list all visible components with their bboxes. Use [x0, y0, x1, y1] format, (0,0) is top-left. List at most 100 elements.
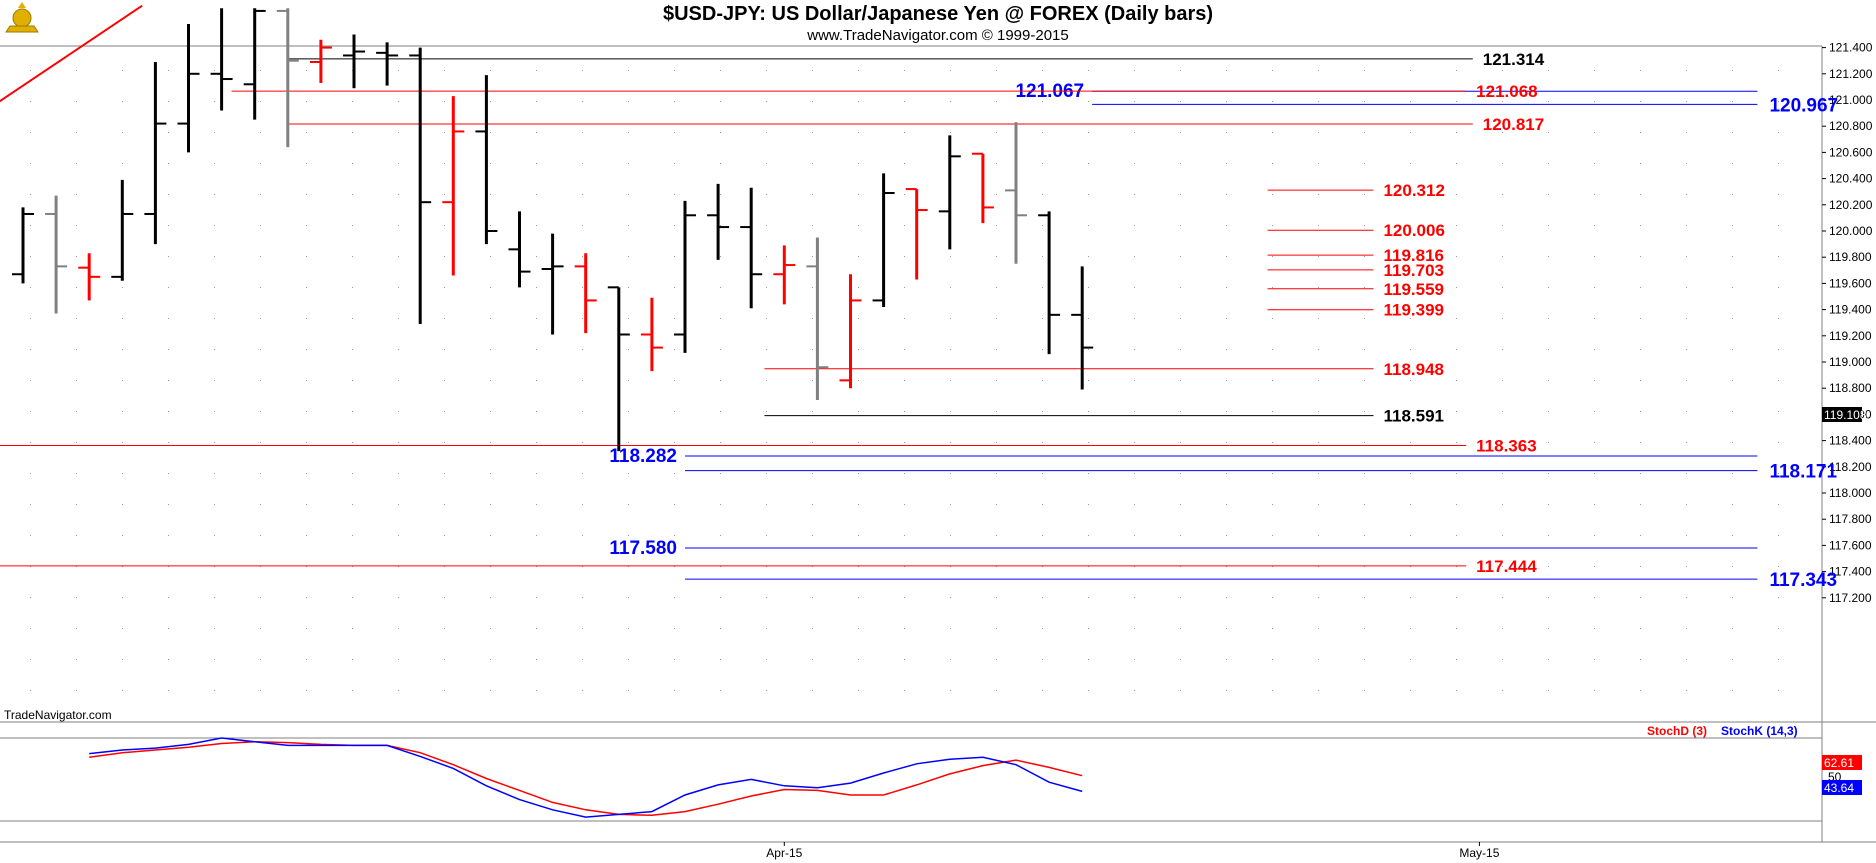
grid-dot: [628, 194, 629, 195]
grid-dot: [766, 535, 767, 536]
grid-dot: [444, 504, 445, 505]
grid-dot: [1364, 163, 1365, 164]
grid-dot: [1594, 70, 1595, 71]
grid-dot: [1778, 442, 1779, 443]
grid-dot: [1548, 504, 1549, 505]
grid-dot: [1364, 132, 1365, 133]
grid-dot: [30, 597, 31, 598]
grid-dot: [1180, 566, 1181, 567]
grid-dot: [1778, 566, 1779, 567]
grid-dot: [996, 256, 997, 257]
grid-dot: [1134, 597, 1135, 598]
grid-dot: [168, 318, 169, 319]
grid-dot: [1502, 473, 1503, 474]
grid-dot: [1410, 101, 1411, 102]
grid-dot: [1364, 442, 1365, 443]
grid-dot: [76, 597, 77, 598]
grid-dot: [352, 659, 353, 660]
grid-dot: [674, 163, 675, 164]
grid-dot: [214, 132, 215, 133]
level-label: 118.363: [1476, 436, 1537, 455]
grid-dot: [122, 287, 123, 288]
grid-dot: [536, 163, 537, 164]
grid-dot: [1410, 628, 1411, 629]
grid-dot: [398, 194, 399, 195]
grid-dot: [30, 535, 31, 536]
grid-dot: [306, 380, 307, 381]
grid-dot: [398, 473, 399, 474]
grid-dot: [352, 225, 353, 226]
grid-dot: [444, 535, 445, 536]
grid-dot: [306, 70, 307, 71]
grid-dot: [1226, 566, 1227, 567]
grid-dot: [352, 473, 353, 474]
grid-dot: [1640, 473, 1641, 474]
grid-dot: [628, 349, 629, 350]
grid-dot: [766, 349, 767, 350]
grid-dot: [628, 659, 629, 660]
y-tick-label: 120.600: [1829, 145, 1873, 159]
grid-dot: [950, 504, 951, 505]
grid-dot: [352, 163, 353, 164]
grid-dot: [628, 535, 629, 536]
grid-dot: [674, 349, 675, 350]
grid-dot: [444, 194, 445, 195]
grid-dot: [1778, 132, 1779, 133]
grid-dot: [1640, 349, 1641, 350]
grid-dot: [1778, 225, 1779, 226]
grid-dot: [1732, 101, 1733, 102]
grid-dot: [1134, 473, 1135, 474]
grid-dot: [1640, 287, 1641, 288]
grid-dot: [352, 442, 353, 443]
grid-dot: [904, 411, 905, 412]
grid-dot: [168, 163, 169, 164]
grid-dot: [1134, 535, 1135, 536]
y-tick-label: 118.000: [1829, 486, 1872, 500]
grid-dot: [904, 70, 905, 71]
grid-dot: [996, 628, 997, 629]
grid-dot: [950, 70, 951, 71]
y-tick-label: 120.400: [1829, 172, 1873, 186]
grid-dot: [720, 194, 721, 195]
grid-dot: [766, 566, 767, 567]
grid-dot: [1778, 504, 1779, 505]
grid-dot: [168, 101, 169, 102]
grid-dot: [306, 690, 307, 691]
grid-dot: [1042, 380, 1043, 381]
level-label: 117.343: [1769, 570, 1837, 591]
grid-dot: [858, 194, 859, 195]
grid-dot: [1272, 442, 1273, 443]
grid-dot: [306, 659, 307, 660]
grid-dot: [1364, 690, 1365, 691]
grid-dot: [674, 535, 675, 536]
ohlc-bar: [707, 183, 730, 260]
grid-dot: [1640, 194, 1641, 195]
grid-dot: [352, 194, 353, 195]
grid-dot: [30, 70, 31, 71]
grid-dot: [1456, 659, 1457, 660]
grid-dot: [306, 163, 307, 164]
grid-dot: [720, 442, 721, 443]
grid-dot: [1318, 597, 1319, 598]
grid-dot: [306, 225, 307, 226]
grid-dot: [398, 101, 399, 102]
grid-dot: [628, 504, 629, 505]
grid-dot: [1410, 473, 1411, 474]
grid-dot: [1732, 690, 1733, 691]
grid-dot: [1640, 597, 1641, 598]
stoch-k-last-label: 43.64: [1824, 781, 1854, 795]
grid-dot: [1778, 194, 1779, 195]
ohlc-bar: [45, 195, 68, 314]
grid-dot: [1502, 349, 1503, 350]
grid-dot: [76, 566, 77, 567]
grid-dot: [1226, 225, 1227, 226]
grid-dot: [1088, 628, 1089, 629]
grid-dot: [1272, 380, 1273, 381]
grid-dot: [1502, 318, 1503, 319]
grid-dot: [1410, 380, 1411, 381]
stoch-k-last-box: [1822, 780, 1862, 795]
grid-dot: [444, 349, 445, 350]
grid-dot: [1318, 442, 1319, 443]
grid-dot: [1686, 411, 1687, 412]
grid-dot: [1778, 411, 1779, 412]
